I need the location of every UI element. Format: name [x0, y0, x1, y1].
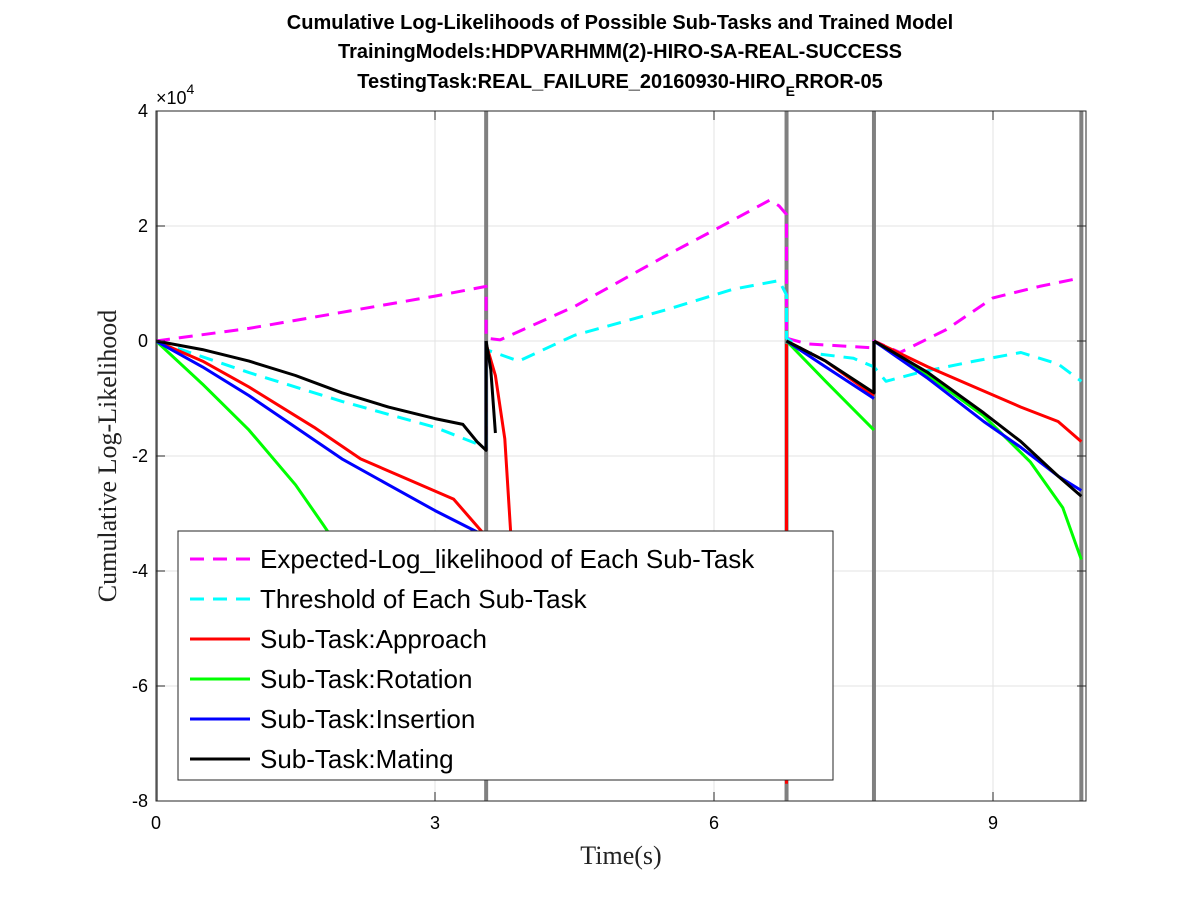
x-tick-label: 3	[430, 813, 440, 833]
series-expected-segment-0	[156, 198, 1082, 354]
chart-title-line-2: TrainingModels:HDPVARHMM(2)-HIRO-SA-REAL…	[338, 41, 902, 63]
legend-label-expected: Expected-Log_likelihood of Each Sub-Task	[260, 544, 755, 574]
series-mating-segment-0	[156, 339, 488, 452]
legend-items: Expected-Log_likelihood of Each Sub-Task…	[190, 544, 755, 774]
y-tick-label: -2	[132, 446, 148, 466]
series-mating	[156, 339, 1083, 498]
series-approach-segment-4	[873, 339, 1083, 443]
axis-ticks: 0 3 6 9 4 2 0 -2 -4 -6 -8	[132, 101, 1086, 833]
chart-title-line-3-subscript: E	[786, 83, 795, 99]
legend-label-rotation: Sub-Task:Rotation	[260, 664, 472, 694]
x-tick-label: 0	[151, 813, 161, 833]
y-exponent-label: ×104	[156, 81, 195, 108]
series-insertion-segment-2	[785, 339, 875, 400]
y-tick-label: -8	[132, 791, 148, 811]
series-mating-segment-1	[484, 340, 497, 434]
y-tick-label: 4	[138, 101, 148, 121]
series-mating-segment-3	[873, 339, 1083, 498]
legend-label-insertion: Sub-Task:Insertion	[260, 704, 475, 734]
chart-title-line-1: Cumulative Log-Likelihoods of Possible S…	[287, 12, 953, 34]
series-mating-segment-2	[785, 339, 876, 395]
series-insertion-segment-0	[156, 339, 487, 538]
series-threshold-segment-0	[156, 279, 1083, 449]
x-tick-label: 6	[709, 813, 719, 833]
x-axis-label: Time(s)	[580, 841, 661, 870]
series-threshold	[156, 279, 1083, 449]
x-tick-label: 9	[988, 813, 998, 833]
legend-box	[177, 530, 834, 781]
y-tick-label: 0	[138, 331, 148, 351]
y-axis-label: Cumulative Log-Likelihood	[93, 310, 122, 602]
y-tick-label: 2	[138, 216, 148, 236]
chart-title-line-3-rest: RROR-05	[795, 71, 883, 93]
y-tick-label: -4	[132, 561, 148, 581]
legend: Expected-Log_likelihood of Each Sub-Task…	[177, 530, 834, 781]
y-exponent-base: ×10	[156, 88, 187, 108]
legend-label-mating: Sub-Task:Mating	[260, 744, 454, 774]
chart-title-line-3-main: TestingTask:REAL_FAILURE_20160930-HIRO	[357, 71, 785, 93]
series-rotation-segment-1	[785, 339, 876, 432]
chart-title-line-3: TestingTask:REAL_FAILURE_20160930-HIROER…	[357, 71, 882, 99]
y-tick-label: -6	[132, 676, 148, 696]
series-approach-segment-0	[156, 339, 488, 538]
legend-label-approach: Sub-Task:Approach	[260, 624, 487, 654]
legend-label-threshold: Threshold of Each Sub-Task	[260, 584, 588, 614]
series-expected	[156, 198, 1082, 354]
y-exponent-power: 4	[187, 81, 195, 97]
